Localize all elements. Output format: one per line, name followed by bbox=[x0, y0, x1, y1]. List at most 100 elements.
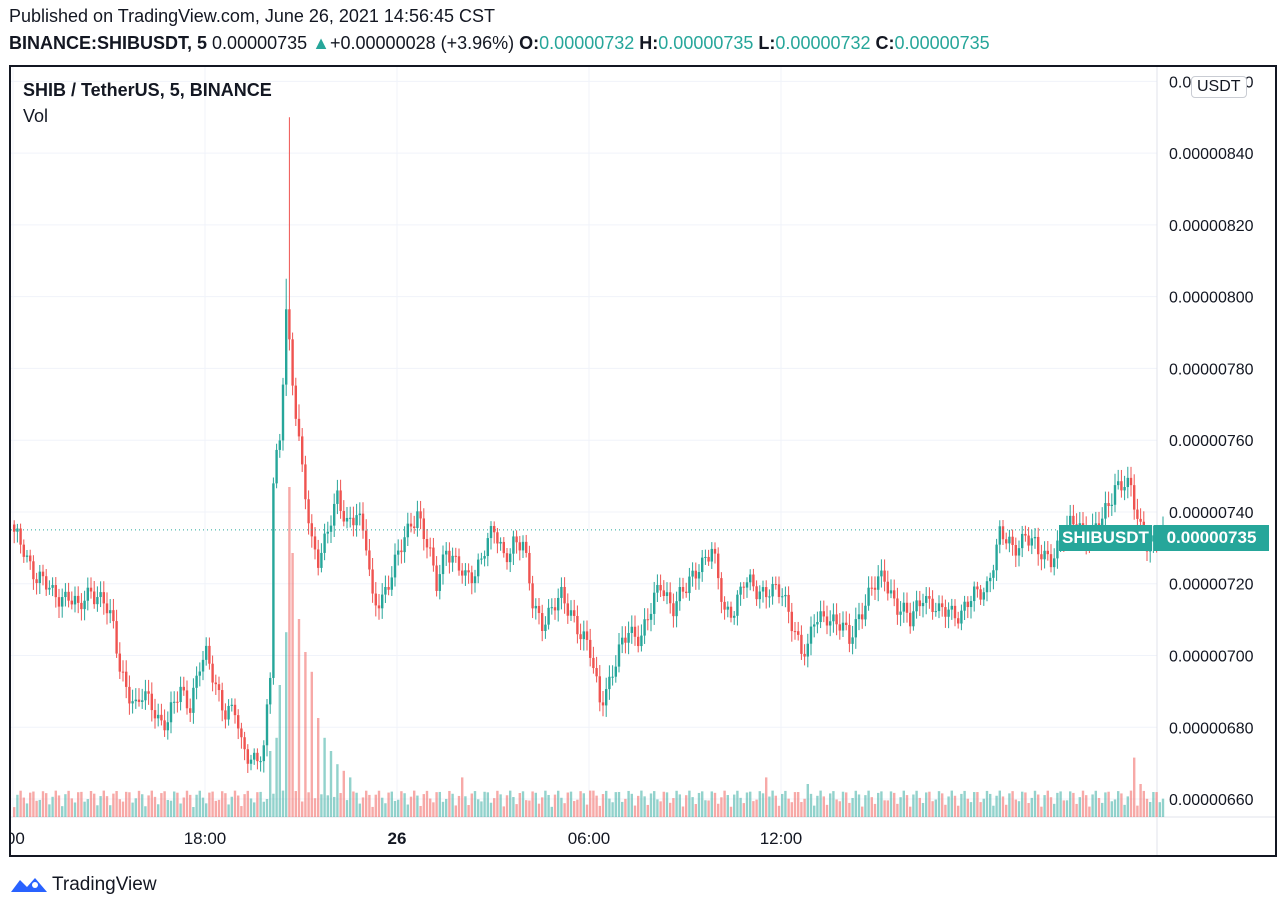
currency-badge[interactable]: USDT bbox=[1191, 76, 1247, 98]
candle-body bbox=[297, 418, 301, 437]
candle-body bbox=[1120, 481, 1123, 491]
volume-bar bbox=[256, 792, 259, 817]
candle-body bbox=[352, 517, 355, 526]
candle-body bbox=[832, 614, 835, 622]
candle-body bbox=[320, 552, 323, 568]
footer-brand[interactable]: TradingView bbox=[10, 874, 157, 896]
candle-body bbox=[998, 526, 1001, 545]
volume-bar bbox=[563, 803, 566, 817]
volume-bar bbox=[48, 804, 51, 817]
volume-bar bbox=[995, 795, 998, 817]
candle-body bbox=[803, 653, 806, 657]
candle-body bbox=[237, 715, 240, 729]
volume-bar bbox=[973, 792, 976, 817]
candle-body bbox=[793, 631, 797, 633]
volume-bar bbox=[429, 798, 432, 817]
candle-body bbox=[214, 682, 217, 685]
volume-bar bbox=[621, 801, 624, 817]
volume-bar bbox=[790, 802, 793, 817]
candle-body bbox=[662, 590, 665, 597]
candle-body bbox=[1152, 535, 1155, 542]
volume-bar bbox=[265, 799, 269, 817]
volume-bar bbox=[246, 790, 249, 817]
volume-bar bbox=[1085, 795, 1088, 817]
volume-bar bbox=[960, 793, 963, 817]
volume-bar bbox=[1024, 792, 1027, 817]
volume-bar bbox=[320, 794, 323, 817]
volume-bar bbox=[512, 797, 515, 817]
candle-body bbox=[989, 577, 992, 582]
candle-body bbox=[976, 586, 979, 590]
candle-body bbox=[451, 555, 454, 563]
ohlc-legend: BINANCE:SHIBUSDT, 5 0.00000735 ▲+0.00000… bbox=[9, 33, 990, 54]
candle-body bbox=[499, 541, 502, 544]
candle-body bbox=[973, 586, 976, 602]
candle-body bbox=[1037, 536, 1040, 555]
volume-bar bbox=[1059, 791, 1062, 817]
candle-body bbox=[713, 548, 717, 554]
volume-bar bbox=[374, 794, 377, 817]
candle-body bbox=[278, 440, 281, 450]
candle-body bbox=[758, 591, 761, 600]
volume-bar bbox=[397, 799, 400, 817]
volume-bar bbox=[681, 806, 685, 817]
candle-body bbox=[477, 559, 480, 577]
candle-body bbox=[585, 631, 589, 640]
candle-body bbox=[249, 759, 253, 764]
candle-body bbox=[461, 570, 464, 576]
candle-body bbox=[509, 553, 512, 563]
volume-bar bbox=[41, 791, 45, 817]
candle-body bbox=[105, 603, 109, 614]
volume-bar bbox=[589, 790, 592, 817]
volume-bar bbox=[585, 804, 589, 817]
candle-body bbox=[16, 528, 19, 532]
candle-body bbox=[848, 625, 851, 644]
volume-bar bbox=[1101, 802, 1104, 817]
candle-body bbox=[729, 606, 733, 618]
candle-body bbox=[381, 594, 384, 609]
volume-bar bbox=[323, 737, 326, 817]
candle-body bbox=[1133, 485, 1136, 510]
volume-bar bbox=[109, 805, 112, 817]
volume-bar bbox=[617, 791, 621, 817]
candle-body bbox=[896, 598, 899, 615]
volume-bar bbox=[758, 791, 761, 817]
volume-bar bbox=[128, 792, 131, 817]
volume-bar bbox=[1008, 793, 1011, 817]
volume-bar bbox=[262, 801, 265, 817]
volume-bar bbox=[125, 791, 128, 817]
y-tick-label: 0.00000680 bbox=[1169, 720, 1254, 737]
candle-body bbox=[83, 600, 86, 610]
candle-body bbox=[851, 637, 854, 644]
volume-bar bbox=[32, 791, 35, 817]
candle-body bbox=[333, 503, 336, 526]
candle-body bbox=[233, 704, 237, 716]
candle-body bbox=[505, 553, 509, 563]
volume-bar bbox=[198, 790, 201, 817]
candle-body bbox=[70, 600, 73, 605]
candle-body bbox=[502, 541, 505, 554]
volume-bar bbox=[147, 795, 150, 817]
candle-body bbox=[563, 586, 566, 604]
volume-bar bbox=[825, 804, 829, 817]
candle-body bbox=[640, 635, 643, 647]
candle-body bbox=[371, 569, 374, 594]
volume-bar bbox=[921, 802, 925, 817]
candle-body bbox=[893, 590, 896, 599]
footer-brand-label: TradingView bbox=[52, 874, 157, 895]
y-tick-label: 0.00000760 bbox=[1169, 433, 1254, 450]
volume-bar bbox=[713, 792, 717, 817]
volume-bar bbox=[611, 802, 614, 817]
candle-body bbox=[438, 574, 441, 591]
volume-bar bbox=[307, 792, 310, 817]
low-label: L: bbox=[758, 33, 776, 53]
volume-bar bbox=[326, 795, 329, 817]
candle-body bbox=[112, 610, 115, 622]
chart-frame[interactable]: 0.00000660 0.00000680 0.00000700 0.00000720… bbox=[9, 65, 1277, 857]
volume-bar bbox=[601, 794, 605, 817]
candle-body bbox=[1024, 533, 1027, 536]
candle-body bbox=[835, 614, 838, 625]
price-chart[interactable]: 0.00000660 0.00000680 0.00000700 0.00000720… bbox=[11, 67, 1275, 855]
candle-body bbox=[784, 594, 787, 597]
candle-body bbox=[912, 611, 915, 627]
